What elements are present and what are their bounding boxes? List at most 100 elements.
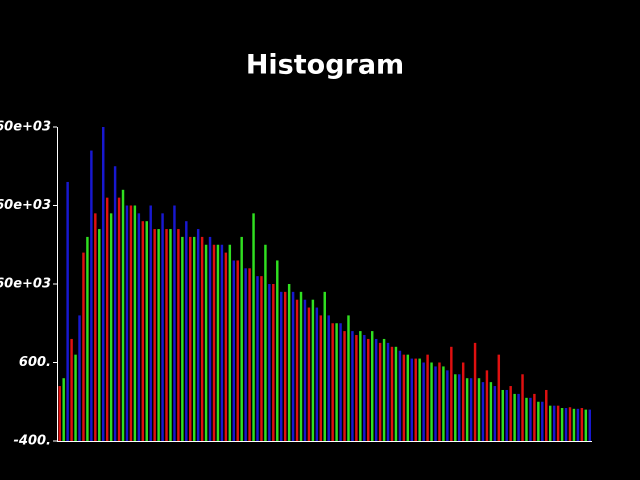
bar — [406, 354, 410, 441]
bar — [505, 389, 508, 441]
bar — [121, 189, 125, 441]
bar — [244, 268, 247, 441]
bar — [450, 346, 453, 441]
bar — [185, 221, 188, 441]
bar — [220, 244, 224, 441]
bar — [501, 389, 504, 441]
bar — [236, 260, 239, 441]
bar — [513, 393, 516, 441]
bar — [129, 205, 133, 441]
bar — [224, 252, 228, 441]
bar — [331, 323, 334, 441]
bar — [66, 181, 69, 441]
bar — [339, 323, 342, 441]
bar — [497, 354, 501, 441]
bar — [378, 342, 382, 441]
bar — [291, 291, 295, 441]
bar — [545, 389, 548, 441]
bar — [473, 342, 477, 441]
bar — [161, 213, 164, 441]
bar — [240, 236, 243, 441]
bar — [181, 236, 184, 441]
bar — [212, 244, 216, 441]
bar — [426, 354, 429, 441]
bar — [323, 291, 326, 441]
bar — [299, 291, 303, 441]
bar — [216, 244, 220, 441]
bar — [461, 362, 465, 441]
y-tick-label: -400. — [14, 434, 51, 449]
bar — [454, 374, 457, 441]
bar — [105, 197, 109, 441]
bar — [584, 409, 588, 441]
bar — [521, 374, 524, 441]
bar — [260, 276, 263, 441]
bar — [493, 386, 497, 441]
bar — [196, 229, 200, 441]
bar — [568, 407, 572, 441]
bar — [228, 244, 232, 441]
bar — [169, 229, 172, 441]
bar — [90, 150, 93, 442]
bar — [204, 244, 208, 441]
bar — [477, 378, 481, 441]
bar — [489, 382, 493, 441]
bar — [98, 229, 101, 441]
bar — [276, 260, 279, 441]
bar — [359, 331, 362, 441]
bar — [62, 378, 65, 441]
bar — [541, 401, 544, 441]
chart-title: Histogram — [246, 50, 404, 81]
bar — [347, 315, 350, 441]
bar — [576, 408, 580, 441]
bar — [422, 362, 425, 441]
bar — [537, 401, 540, 441]
bar — [386, 342, 390, 441]
bar — [390, 346, 394, 441]
bar — [398, 350, 402, 441]
bar — [418, 358, 421, 441]
bar — [125, 205, 129, 441]
bar — [525, 397, 528, 441]
bar — [177, 229, 180, 441]
bar — [252, 213, 255, 441]
bar — [208, 236, 212, 441]
bar — [434, 366, 437, 441]
bar — [363, 335, 366, 441]
bar — [280, 291, 283, 441]
bar — [485, 370, 489, 441]
bar — [560, 408, 564, 441]
bar — [192, 236, 196, 441]
bar — [367, 338, 370, 441]
bar — [481, 382, 485, 441]
bar — [189, 236, 192, 441]
bar — [335, 323, 338, 441]
bar — [465, 378, 469, 441]
bar — [458, 374, 461, 441]
bar — [442, 366, 445, 441]
bar — [94, 213, 97, 441]
bar — [572, 408, 576, 441]
bar — [74, 354, 77, 441]
bar — [370, 331, 374, 441]
y-tick-label: 2.60e+03 — [0, 198, 51, 213]
bar — [165, 229, 168, 441]
bar — [382, 338, 386, 441]
y-tick-label: 1.60e+03 — [0, 277, 51, 292]
bar — [533, 393, 536, 441]
bar — [141, 221, 145, 441]
bar — [327, 315, 330, 441]
bar — [78, 315, 81, 441]
bar — [109, 213, 113, 441]
bar — [272, 284, 275, 441]
bar — [82, 252, 85, 441]
bar — [315, 307, 319, 441]
bar — [529, 397, 532, 441]
bar — [256, 276, 259, 441]
bar — [264, 244, 267, 441]
bar — [307, 307, 311, 441]
bar — [430, 362, 433, 441]
bar — [102, 127, 105, 441]
bar — [556, 405, 560, 441]
